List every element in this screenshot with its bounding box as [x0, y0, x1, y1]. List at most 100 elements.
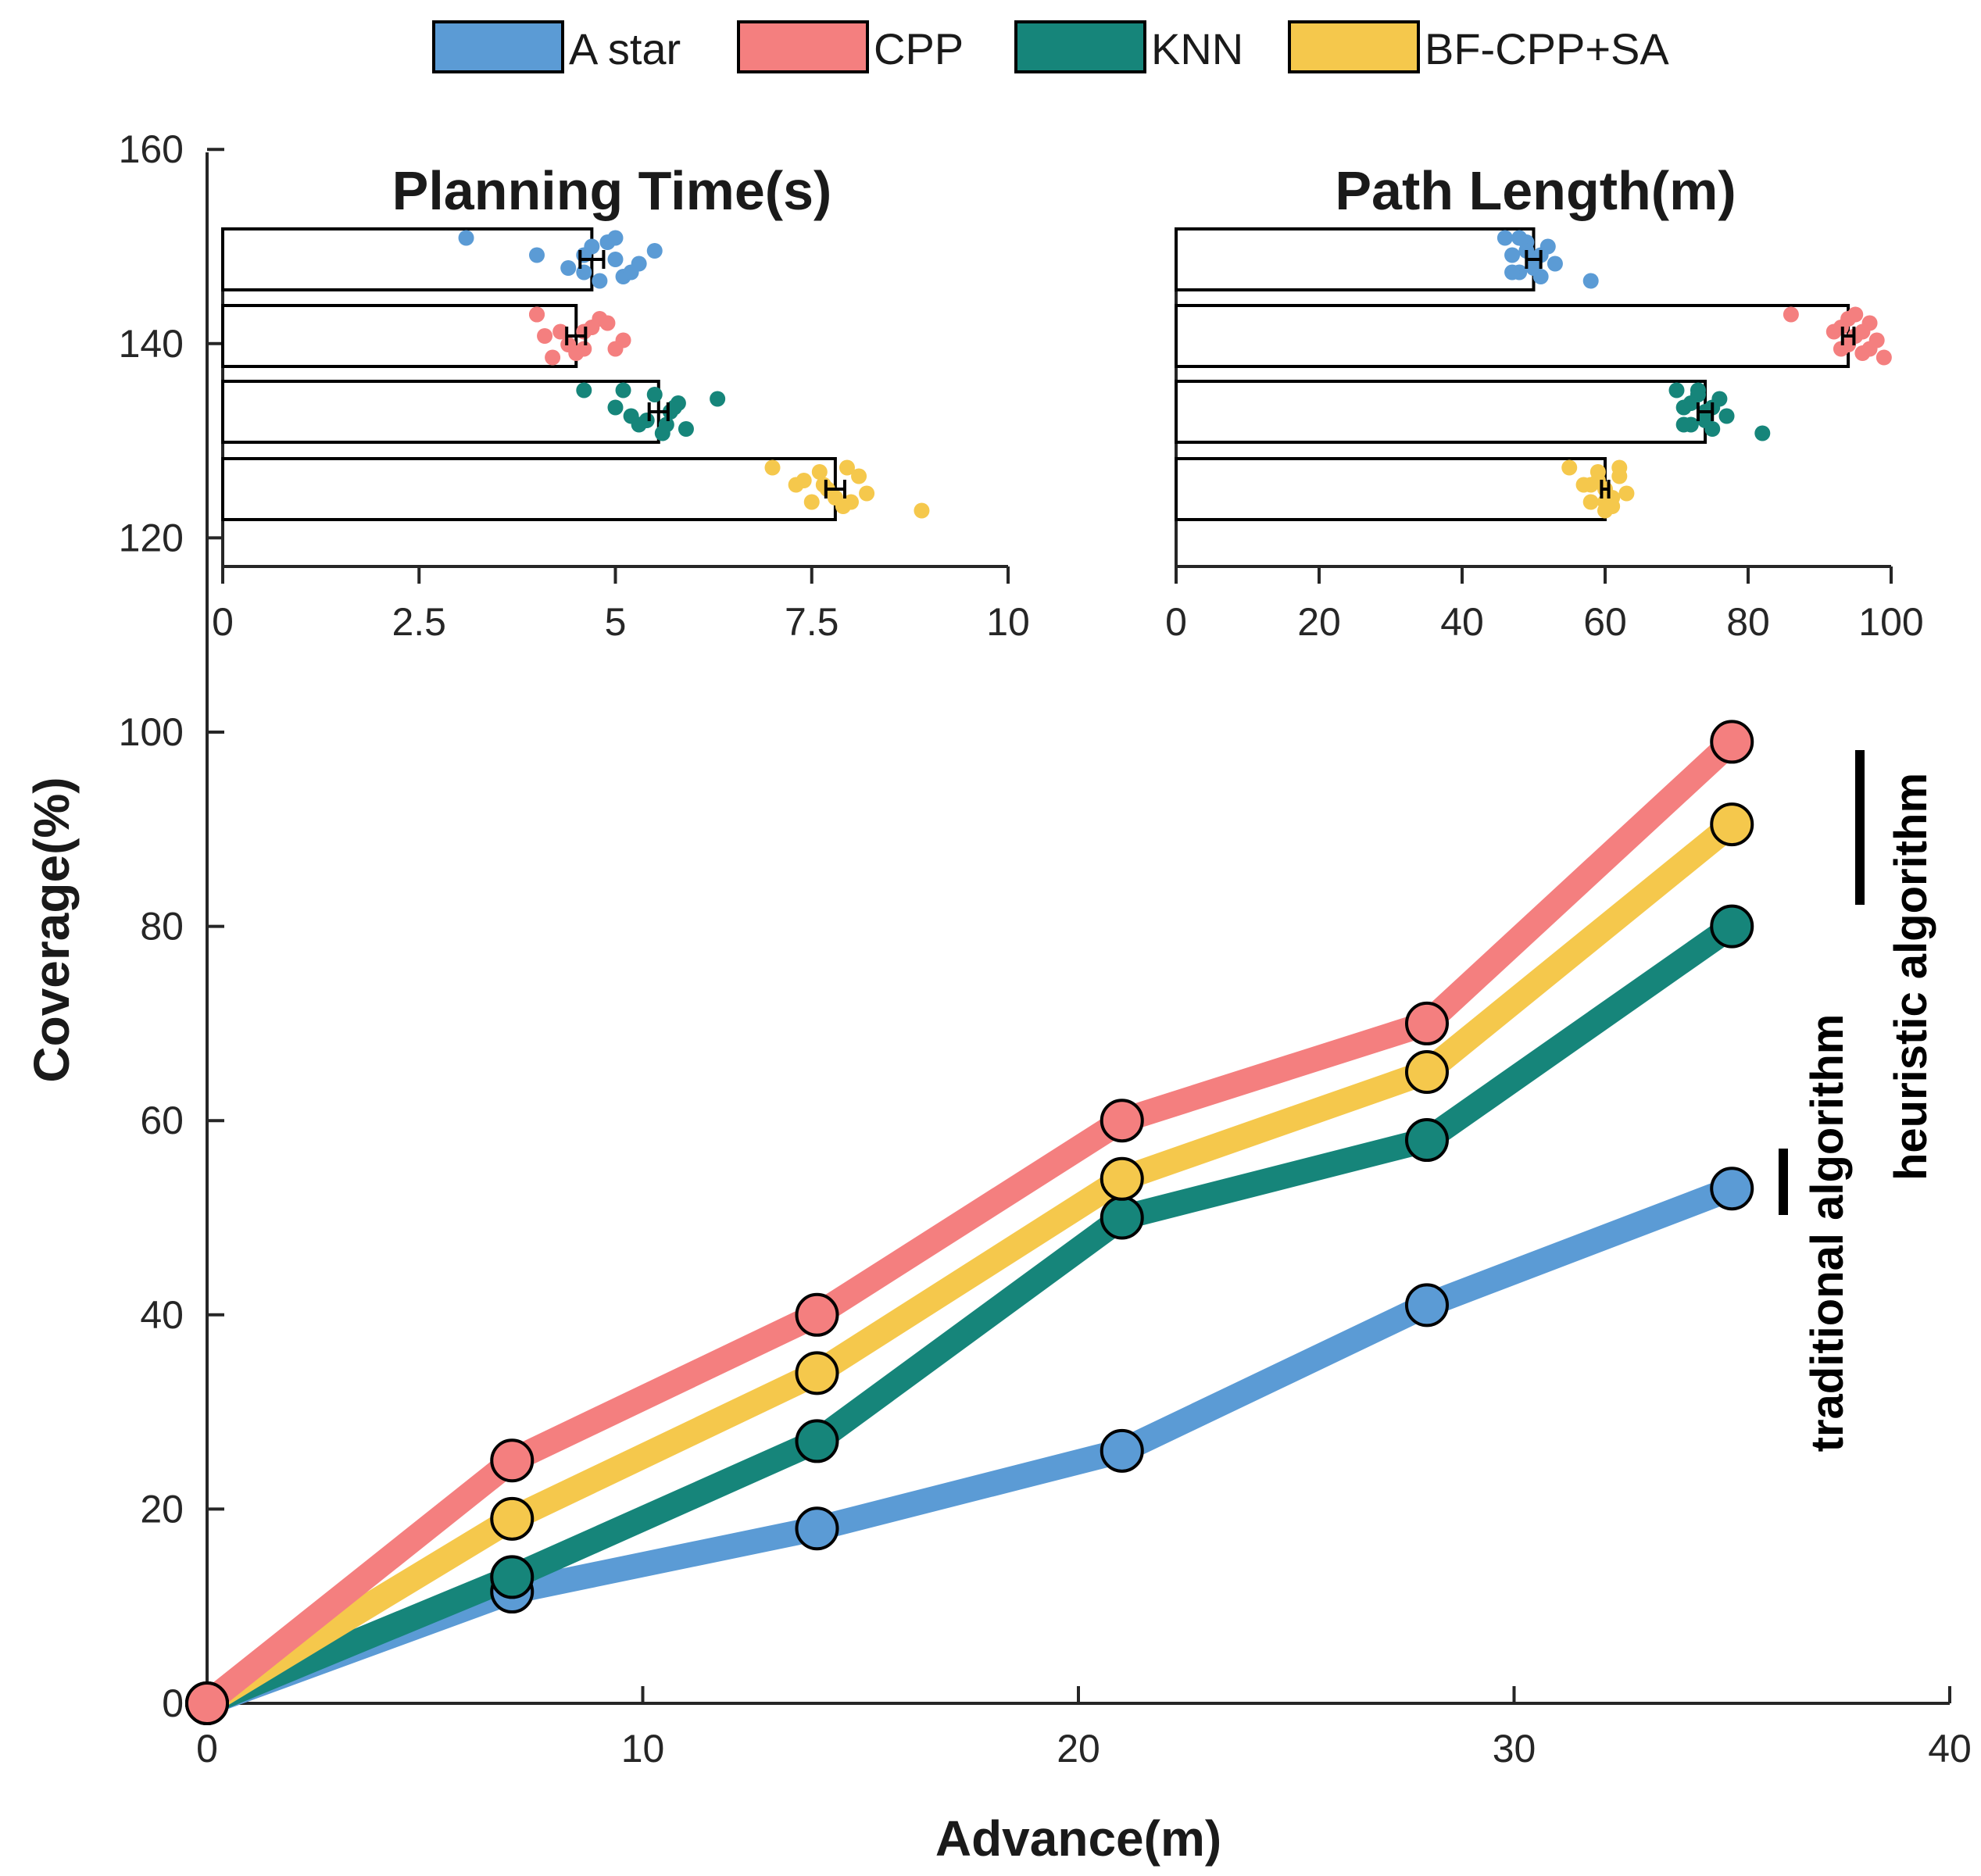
x-tick-label: 10 — [621, 1727, 665, 1771]
path-length-bar-knn — [1175, 380, 1707, 444]
y-tick-label: 140 — [119, 322, 184, 366]
legend-label-cpp: CPP — [874, 24, 964, 73]
data-point-bf-cpp-sa — [1100, 1156, 1144, 1201]
planning-time-panel: Planning Time(s) 0 2.5 5 7.5 10 — [212, 160, 1030, 644]
planning-time-point-a-star — [560, 260, 577, 276]
path-length-bar-a-star — [1175, 227, 1536, 291]
path-length-point-knn — [1675, 416, 1692, 433]
data-point-cpp — [1710, 720, 1754, 764]
y-ticks: 0 20 40 60 80 100 120 140 160 — [119, 127, 224, 1725]
planning-time-point-knn — [623, 408, 639, 424]
heuristic-algorithm-label: heuristic algorithm — [1886, 773, 1936, 1181]
planning-time-point-bf-cpp-sa — [764, 459, 781, 476]
path-length-panel: Path Length(m) 0 20 40 60 80 100 — [1165, 160, 1924, 644]
path-length-x-ticks: 0 20 40 60 80 100 — [1165, 566, 1924, 644]
x-ticks: 0 10 20 30 40 — [196, 1686, 1972, 1771]
series-line-cpp — [199, 732, 1741, 1713]
y-axis-label: Coverage(%) — [23, 777, 80, 1082]
y-tick-label: 60 — [140, 1099, 184, 1142]
data-point-cpp — [1100, 1099, 1144, 1143]
y-tick-label: 0 — [162, 1681, 184, 1725]
y-tick-label: 20 — [140, 1487, 184, 1531]
planning-time-point-knn — [607, 399, 624, 416]
x-tick-label: 0 — [196, 1727, 218, 1771]
x-axis-label: Advance(m) — [935, 1810, 1221, 1867]
path-length-point-cpp — [1847, 306, 1864, 323]
planning-time-point-knn — [658, 416, 674, 433]
data-point-knn — [1405, 1118, 1449, 1163]
traditional-algorithm-label: traditional algorithm — [1802, 1014, 1853, 1453]
path-length-point-knn — [1690, 382, 1706, 398]
path-length-point-a-star — [1504, 247, 1521, 263]
path-length-bar-cpp — [1175, 304, 1850, 368]
path-length-point-cpp — [1783, 306, 1799, 323]
path-length-point-bf-cpp-sa — [1618, 485, 1635, 502]
planning-time-point-cpp — [560, 337, 577, 352]
path-length-point-knn — [1718, 408, 1735, 424]
planning-time-point-bf-cpp-sa — [803, 494, 820, 510]
path-length-bar-bf-cpp-sa — [1175, 457, 1607, 521]
y-tick-label: 120 — [119, 516, 184, 559]
planning-time-point-knn — [646, 387, 663, 402]
path-length-x-tick-label: 20 — [1297, 600, 1341, 644]
planning-time-point-knn — [666, 399, 682, 416]
data-point-a-star — [1100, 1428, 1144, 1473]
data-point-bf-cpp-sa — [1405, 1050, 1449, 1095]
planning-time-x-tick-label: 5 — [605, 600, 627, 644]
path-length-point-bf-cpp-sa — [1611, 459, 1628, 476]
y-tick-label: 80 — [140, 905, 184, 949]
planning-time-point-knn — [710, 391, 726, 407]
path-length-x-tick-label: 40 — [1440, 600, 1484, 644]
planning-time-point-bf-cpp-sa — [843, 494, 859, 510]
data-point-a-star — [1405, 1283, 1449, 1327]
planning-time-point-cpp — [545, 349, 561, 366]
planning-time-title: Planning Time(s) — [392, 160, 832, 221]
path-length-title: Path Length(m) — [1335, 160, 1736, 221]
path-length-point-a-star — [1525, 260, 1542, 276]
path-length-point-bf-cpp-sa — [1582, 494, 1599, 510]
y-tick-label: 100 — [119, 710, 184, 754]
planning-time-x-tick-label: 7.5 — [785, 600, 839, 644]
path-length-x-tick-label: 80 — [1726, 600, 1770, 644]
legend-swatch-a-star — [432, 20, 564, 73]
planning-time-point-bf-cpp-sa — [839, 459, 855, 476]
planning-time-point-bf-cpp-sa — [851, 468, 867, 484]
data-point-knn — [795, 1419, 839, 1463]
planning-time-point-bf-cpp-sa — [859, 485, 875, 502]
x-tick-label: 20 — [1057, 1727, 1100, 1771]
planning-time-point-a-star — [623, 264, 639, 281]
planning-time-x-tick-label: 2.5 — [392, 600, 446, 644]
legend-label-a-star: A star — [569, 24, 681, 73]
coverage-series — [185, 720, 1754, 1725]
path-length-point-knn — [1697, 413, 1714, 428]
planning-time-point-a-star — [646, 243, 663, 259]
data-point-cpp — [1405, 1001, 1449, 1045]
planning-time-point-bf-cpp-sa — [811, 464, 828, 480]
planning-time-bar-bf-cpp-sa — [221, 457, 837, 521]
planning-time-x-tick-label: 10 — [986, 600, 1030, 644]
legend-swatch-knn — [1014, 20, 1146, 73]
path-length-x-tick-label: 100 — [1858, 600, 1923, 644]
legend-swatch-cpp — [737, 20, 869, 73]
planning-time-x-tick-label: 0 — [212, 600, 234, 644]
path-length-point-cpp — [1861, 341, 1878, 357]
data-point-knn — [490, 1555, 535, 1599]
planning-time-point-a-star — [607, 252, 624, 267]
path-length-point-cpp — [1876, 349, 1892, 366]
path-length-point-a-star — [1511, 230, 1528, 246]
planning-time-point-a-star — [607, 230, 624, 246]
planning-time-point-knn — [678, 421, 694, 437]
data-point-knn — [1710, 904, 1754, 949]
path-length-point-bf-cpp-sa — [1582, 477, 1599, 493]
data-point-cpp — [795, 1292, 839, 1337]
x-tick-label: 30 — [1493, 1727, 1536, 1771]
data-point-bf-cpp-sa — [1710, 802, 1754, 847]
data-point-a-star — [795, 1506, 839, 1551]
x-tick-label: 40 — [1928, 1727, 1972, 1771]
series-line-knn — [202, 916, 1740, 1715]
data-point-bf-cpp-sa — [490, 1496, 535, 1541]
planning-time-point-bf-cpp-sa — [914, 502, 930, 519]
data-point-a-star — [1710, 1167, 1754, 1211]
